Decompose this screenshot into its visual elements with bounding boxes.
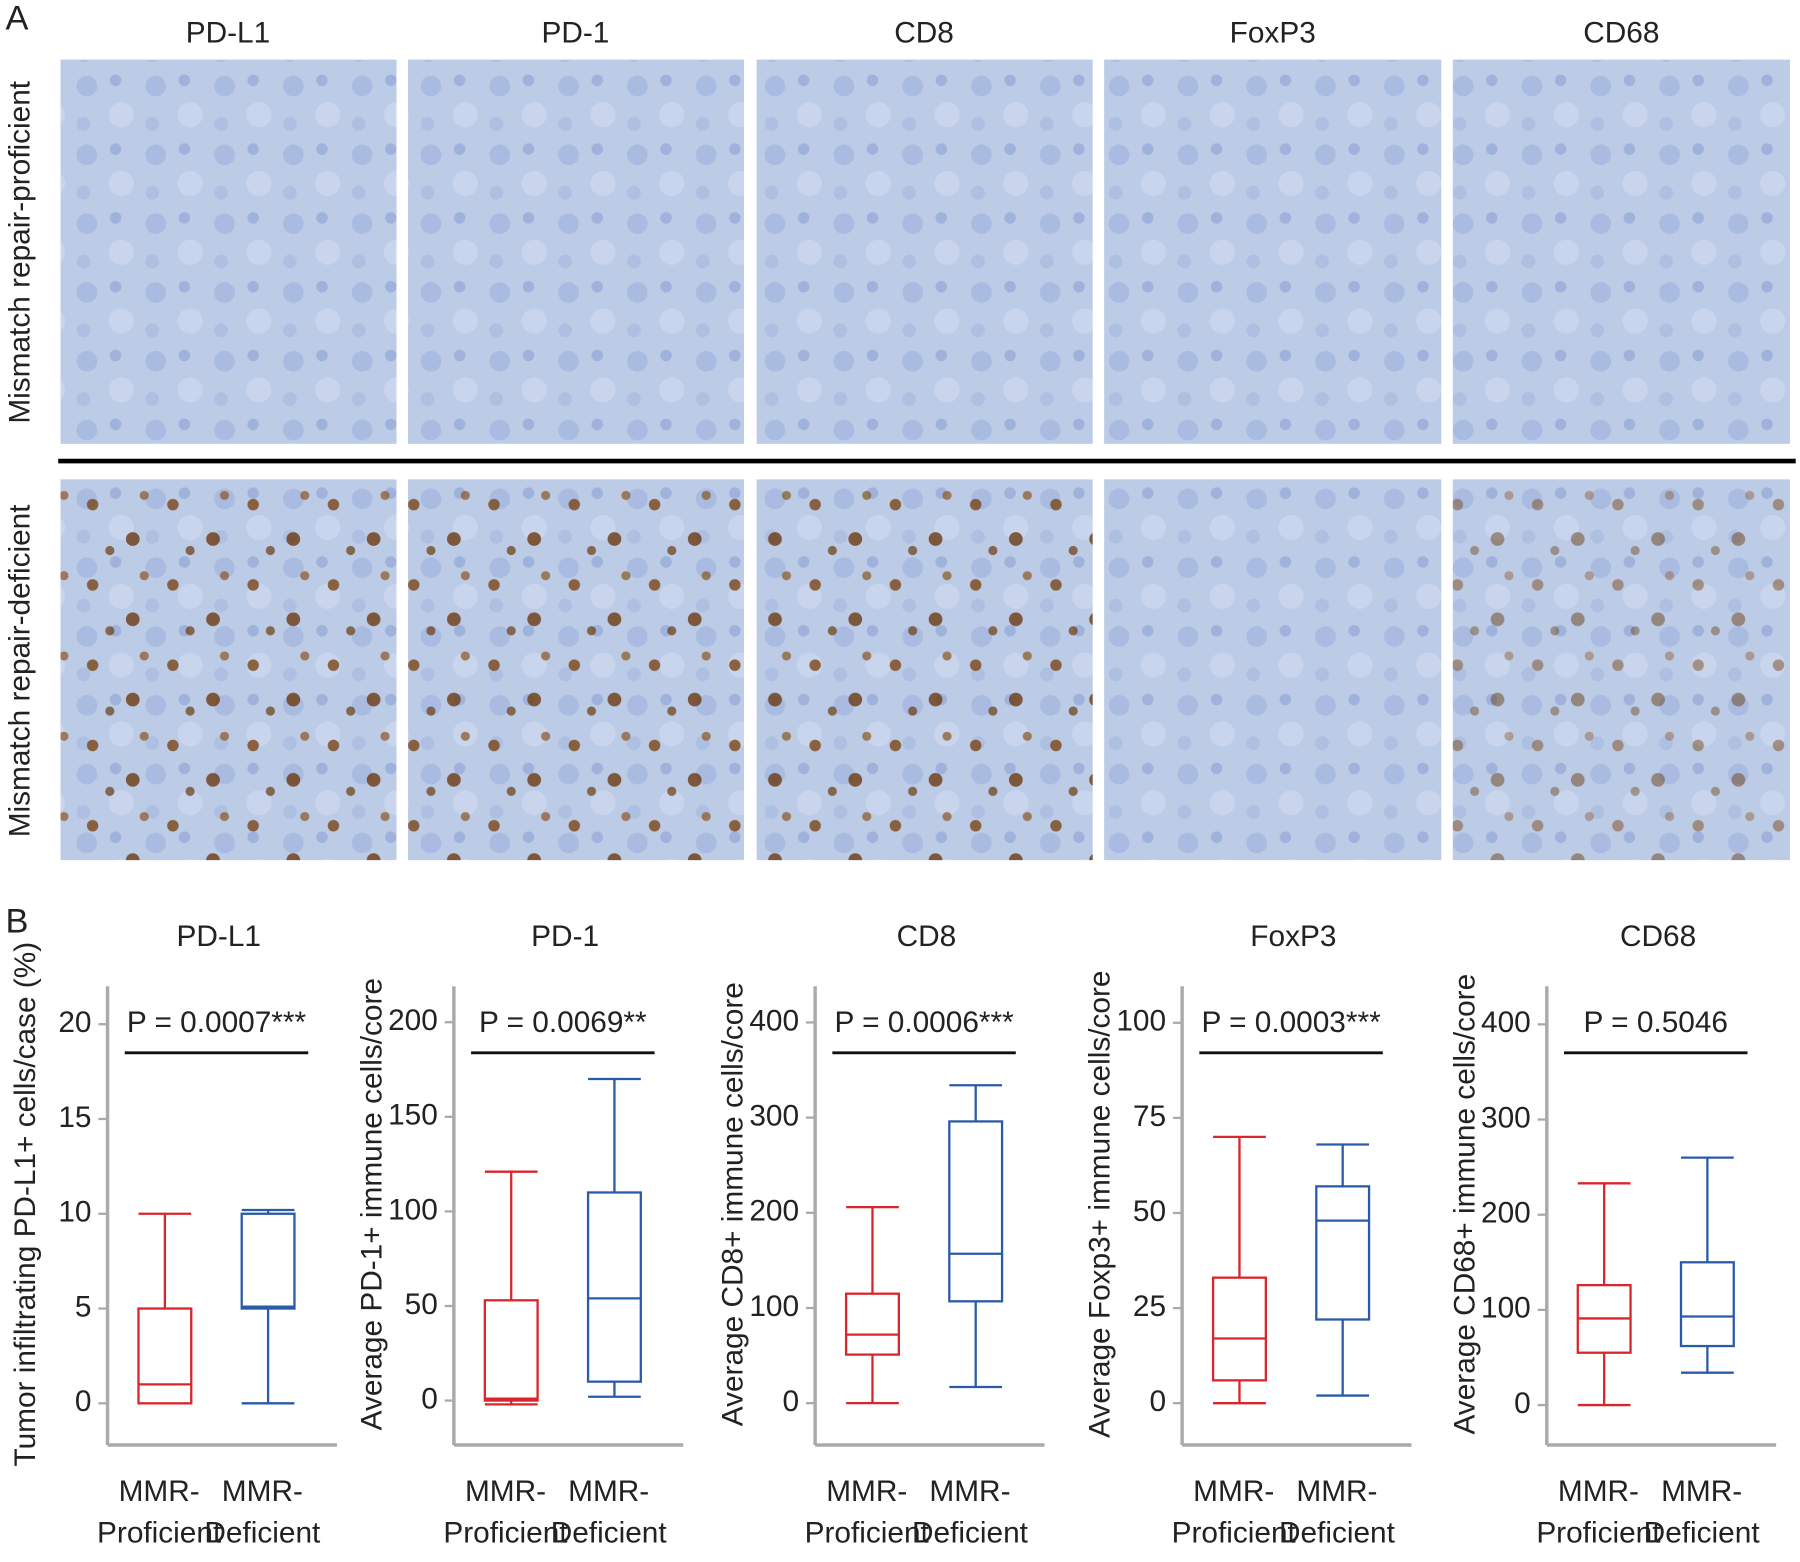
- stain: [60, 479, 397, 861]
- y-axis-label: Average CD68+ immune cells/core: [1448, 974, 1481, 1435]
- y-tick-label: 0: [1514, 1387, 1531, 1420]
- y-tick-label: 300: [1481, 1101, 1531, 1134]
- y-tick-label: 100: [388, 1193, 438, 1226]
- box: [1211, 1276, 1267, 1382]
- column-label: FoxP3: [1230, 16, 1316, 49]
- x-tick-label: Deficient: [1644, 1516, 1761, 1549]
- micrograph: [756, 59, 1093, 444]
- y-tick-label: 10: [58, 1196, 91, 1229]
- box: [240, 1212, 296, 1310]
- box: [1679, 1261, 1735, 1348]
- y-tick-label: 400: [749, 1004, 799, 1037]
- column-label: PD-L1: [186, 16, 270, 49]
- box: [483, 1299, 539, 1402]
- row-label: Mismatch repair-deficient: [3, 504, 36, 838]
- y-tick-label: 200: [749, 1195, 799, 1228]
- p-value: P = 0.0003***: [1201, 1006, 1381, 1039]
- x-tick-label: MMR-: [929, 1475, 1010, 1508]
- micrograph: [408, 59, 745, 444]
- chart-title: PD-L1: [177, 920, 261, 953]
- column-label: PD-1: [541, 16, 609, 49]
- chart-title: PD-1: [531, 920, 599, 953]
- p-value: P = 0.0069**: [479, 1006, 647, 1039]
- y-tick-label: 200: [1481, 1197, 1531, 1230]
- stain: [756, 479, 1093, 861]
- y-axis-label: Tumor infiltrating PD-L1+ cells/case (%): [9, 942, 42, 1467]
- x-tick-label: Proficient: [805, 1516, 930, 1549]
- p-value: P = 0.0007***: [127, 1006, 307, 1039]
- x-tick-label: Deficient: [551, 1516, 668, 1549]
- y-tick-label: 0: [421, 1382, 438, 1415]
- micrographs: [58, 59, 1796, 861]
- y-axis-label: Average PD-1+ immune cells/core: [355, 978, 388, 1430]
- y-tick-label: 50: [1133, 1195, 1166, 1228]
- chart-title: CD8: [897, 920, 957, 953]
- column-label: CD8: [894, 16, 954, 49]
- micrograph: [60, 59, 397, 444]
- y-tick-label: 100: [1116, 1005, 1166, 1038]
- y-tick-label: 20: [58, 1006, 91, 1039]
- micrograph: [1452, 59, 1790, 444]
- column-label: CD68: [1583, 16, 1659, 49]
- x-tick-label: MMR-: [1193, 1475, 1274, 1508]
- panel-label: B: [5, 902, 28, 940]
- y-tick-label: 5: [75, 1290, 92, 1323]
- y-tick-label: 50: [405, 1288, 438, 1321]
- x-tick-label: MMR-: [1558, 1475, 1639, 1508]
- p-value: P = 0.0006***: [834, 1006, 1014, 1039]
- y-tick-label: 25: [1133, 1290, 1166, 1323]
- stain: [408, 479, 745, 861]
- y-axis-label: Average CD8+ immune cells/core: [717, 982, 750, 1426]
- box: [1315, 1185, 1371, 1321]
- x-tick-label: Deficient: [1279, 1516, 1396, 1549]
- x-tick-label: MMR-: [568, 1475, 649, 1508]
- x-tick-label: MMR-: [222, 1475, 303, 1508]
- y-tick-label: 75: [1133, 1100, 1166, 1133]
- row-label: Mismatch repair-proficient: [3, 80, 36, 423]
- y-tick-label: 400: [1481, 1006, 1531, 1039]
- x-tick-label: Deficient: [204, 1516, 321, 1549]
- stain: [1452, 479, 1790, 861]
- y-tick-label: 0: [1149, 1385, 1166, 1418]
- box: [586, 1191, 642, 1383]
- micrograph: [1104, 59, 1442, 444]
- y-tick-label: 0: [75, 1385, 92, 1418]
- y-axis-label: Average Foxp3+ immune cells/core: [1084, 971, 1117, 1438]
- x-tick-label: MMR-: [119, 1475, 200, 1508]
- p-value: P = 0.5046: [1584, 1006, 1728, 1039]
- chart-title: CD68: [1620, 920, 1696, 953]
- x-tick-label: Proficient: [443, 1516, 568, 1549]
- chart-title: FoxP3: [1250, 920, 1336, 953]
- y-tick-label: 15: [58, 1101, 91, 1134]
- box: [137, 1307, 193, 1405]
- x-tick-label: Proficient: [97, 1516, 222, 1549]
- y-tick-label: 200: [388, 1004, 438, 1037]
- x-tick-label: MMR-: [1661, 1475, 1742, 1508]
- x-tick-label: Deficient: [912, 1516, 1029, 1549]
- x-tick-label: MMR-: [1296, 1475, 1377, 1508]
- x-tick-label: MMR-: [465, 1475, 546, 1508]
- x-tick-label: MMR-: [826, 1475, 907, 1508]
- x-tick-label: Proficient: [1536, 1516, 1661, 1549]
- box: [844, 1292, 900, 1356]
- y-tick-label: 100: [1481, 1292, 1531, 1325]
- box: [948, 1120, 1004, 1303]
- panel-label: A: [5, 0, 28, 38]
- y-tick-label: 0: [782, 1385, 799, 1418]
- y-tick-label: 100: [749, 1290, 799, 1323]
- y-tick-label: 150: [388, 1099, 438, 1132]
- y-tick-label: 300: [749, 1099, 799, 1132]
- x-tick-label: Proficient: [1172, 1516, 1297, 1549]
- micrograph: [1104, 479, 1442, 861]
